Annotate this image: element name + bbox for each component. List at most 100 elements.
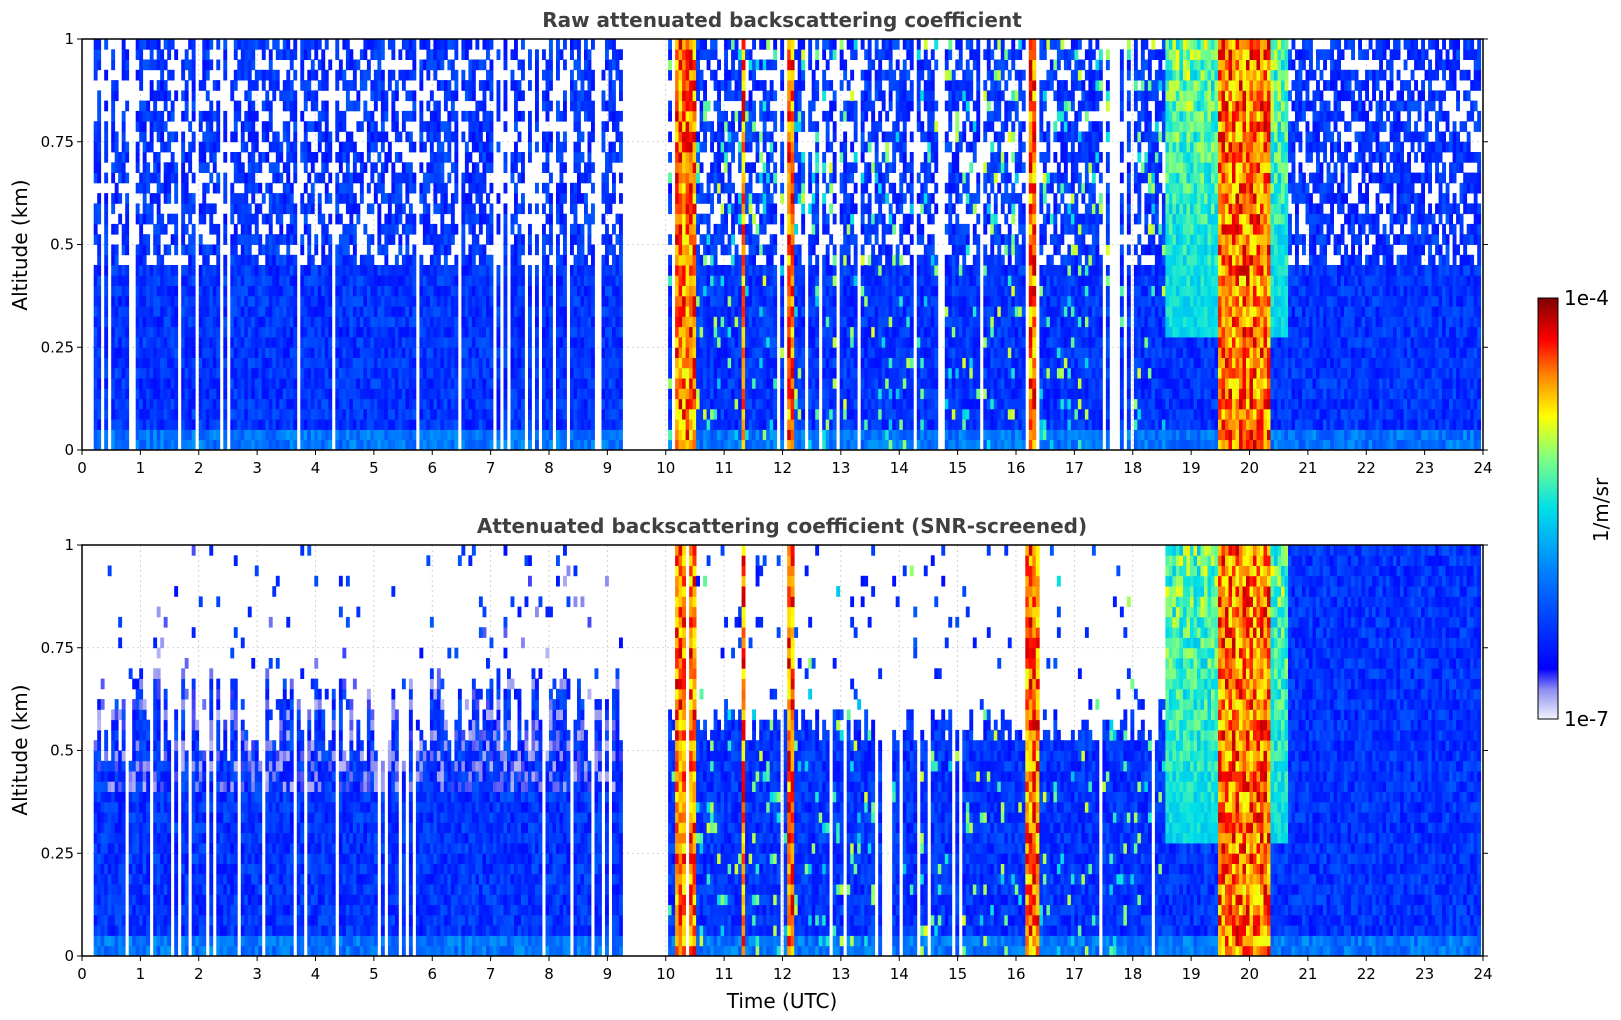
heatmap-cell bbox=[689, 254, 693, 266]
heatmap-cell bbox=[615, 306, 620, 317]
heatmap-cell bbox=[584, 408, 588, 420]
heatmap-cell bbox=[748, 275, 753, 286]
heatmap-cell bbox=[174, 306, 179, 317]
heatmap-cell bbox=[216, 367, 221, 379]
heatmap-cell bbox=[570, 388, 574, 400]
heatmap-cell bbox=[359, 357, 364, 369]
heatmap-cell bbox=[577, 182, 581, 194]
heatmap-cell bbox=[608, 265, 613, 276]
heatmap-cell bbox=[429, 429, 434, 441]
heatmap-cell bbox=[223, 306, 228, 317]
heatmap-cell bbox=[710, 141, 714, 153]
heatmap-cell bbox=[111, 223, 116, 235]
heatmap-cell bbox=[93, 265, 98, 276]
heatmap-cell bbox=[461, 182, 466, 194]
heatmap-cell bbox=[678, 265, 683, 276]
heatmap-cell bbox=[352, 193, 357, 204]
heatmap-cell bbox=[556, 337, 560, 348]
heatmap-cell bbox=[139, 439, 144, 450]
heatmap-cell bbox=[549, 347, 553, 358]
heatmap-cell bbox=[741, 234, 746, 245]
heatmap-cell bbox=[114, 378, 119, 389]
heatmap-cell bbox=[706, 326, 711, 338]
heatmap-cell bbox=[272, 388, 277, 400]
heatmap-cell bbox=[300, 265, 305, 276]
heatmap-cell bbox=[342, 429, 347, 441]
heatmap-cell bbox=[450, 429, 455, 441]
heatmap-cell bbox=[591, 378, 595, 389]
heatmap-cell bbox=[258, 275, 263, 286]
heatmap-cell bbox=[503, 337, 508, 348]
heatmap-cell bbox=[482, 306, 487, 317]
heatmap-cell bbox=[577, 316, 581, 328]
heatmap-cell bbox=[317, 295, 322, 307]
heatmap-cell bbox=[160, 223, 165, 235]
heatmap-cell bbox=[528, 347, 532, 358]
heatmap-cell bbox=[373, 121, 378, 132]
heatmap-cell bbox=[619, 408, 623, 420]
heatmap-cell bbox=[244, 193, 249, 204]
heatmap-cell bbox=[591, 316, 595, 328]
heatmap-cell bbox=[713, 357, 718, 369]
heatmap-cell bbox=[510, 80, 515, 91]
heatmap-cell bbox=[163, 367, 168, 379]
heatmap-cell bbox=[335, 316, 340, 328]
heatmap-cell bbox=[752, 347, 756, 358]
heatmap-cell bbox=[139, 254, 144, 266]
heatmap-cell bbox=[223, 388, 228, 400]
heatmap-cell bbox=[573, 439, 578, 450]
heatmap-cell bbox=[689, 357, 693, 369]
heatmap-cell bbox=[731, 110, 735, 122]
heatmap-cell bbox=[146, 234, 151, 245]
heatmap-cell bbox=[205, 254, 210, 266]
heatmap-cell bbox=[741, 275, 746, 286]
heatmap-cell bbox=[440, 367, 445, 379]
heatmap-cell bbox=[535, 121, 539, 132]
heatmap-cell bbox=[125, 265, 130, 276]
heatmap-cell bbox=[356, 213, 361, 225]
heatmap-cell bbox=[303, 213, 308, 225]
heatmap-cell bbox=[125, 100, 130, 112]
heatmap-cell bbox=[258, 357, 263, 369]
heatmap-cell bbox=[142, 408, 147, 420]
heatmap-cell bbox=[570, 316, 574, 328]
heatmap-cell bbox=[443, 100, 448, 112]
heatmap-cell bbox=[584, 378, 588, 389]
heatmap-cell bbox=[279, 90, 284, 102]
heatmap-cell bbox=[528, 378, 532, 389]
heatmap-cell bbox=[486, 39, 490, 50]
heatmap-cell bbox=[713, 398, 718, 410]
heatmap-cell bbox=[752, 131, 756, 143]
heatmap-cell bbox=[692, 388, 697, 400]
heatmap-cell bbox=[734, 285, 739, 297]
heatmap-cell bbox=[489, 203, 494, 215]
heatmap-cell bbox=[202, 419, 207, 430]
heatmap-cell bbox=[573, 378, 578, 389]
heatmap-cell bbox=[342, 326, 347, 338]
heatmap-cell bbox=[181, 193, 186, 204]
heatmap-cell bbox=[191, 203, 196, 215]
heatmap-cell bbox=[542, 326, 546, 338]
heatmap-cell bbox=[359, 408, 364, 420]
heatmap-cell bbox=[387, 80, 392, 91]
heatmap-cell bbox=[563, 285, 567, 297]
heatmap-cell bbox=[436, 39, 441, 50]
heatmap-cell bbox=[619, 69, 623, 81]
heatmap-cell bbox=[528, 223, 532, 235]
heatmap-cell bbox=[121, 347, 126, 358]
heatmap-cell bbox=[678, 419, 683, 430]
heatmap-cell bbox=[738, 378, 742, 389]
heatmap-cell bbox=[398, 419, 403, 430]
heatmap-cell bbox=[696, 141, 700, 153]
heatmap-cell bbox=[160, 408, 165, 420]
heatmap-cell bbox=[461, 80, 466, 91]
heatmap-cell bbox=[717, 367, 721, 379]
heatmap-cell bbox=[335, 80, 340, 91]
heatmap-cell bbox=[342, 275, 347, 286]
heatmap-cell bbox=[408, 347, 413, 358]
heatmap-cell bbox=[240, 121, 245, 132]
heatmap-cell bbox=[471, 223, 476, 235]
heatmap-cell bbox=[601, 295, 606, 307]
heatmap-cell bbox=[345, 265, 350, 276]
heatmap-cell bbox=[685, 367, 690, 379]
